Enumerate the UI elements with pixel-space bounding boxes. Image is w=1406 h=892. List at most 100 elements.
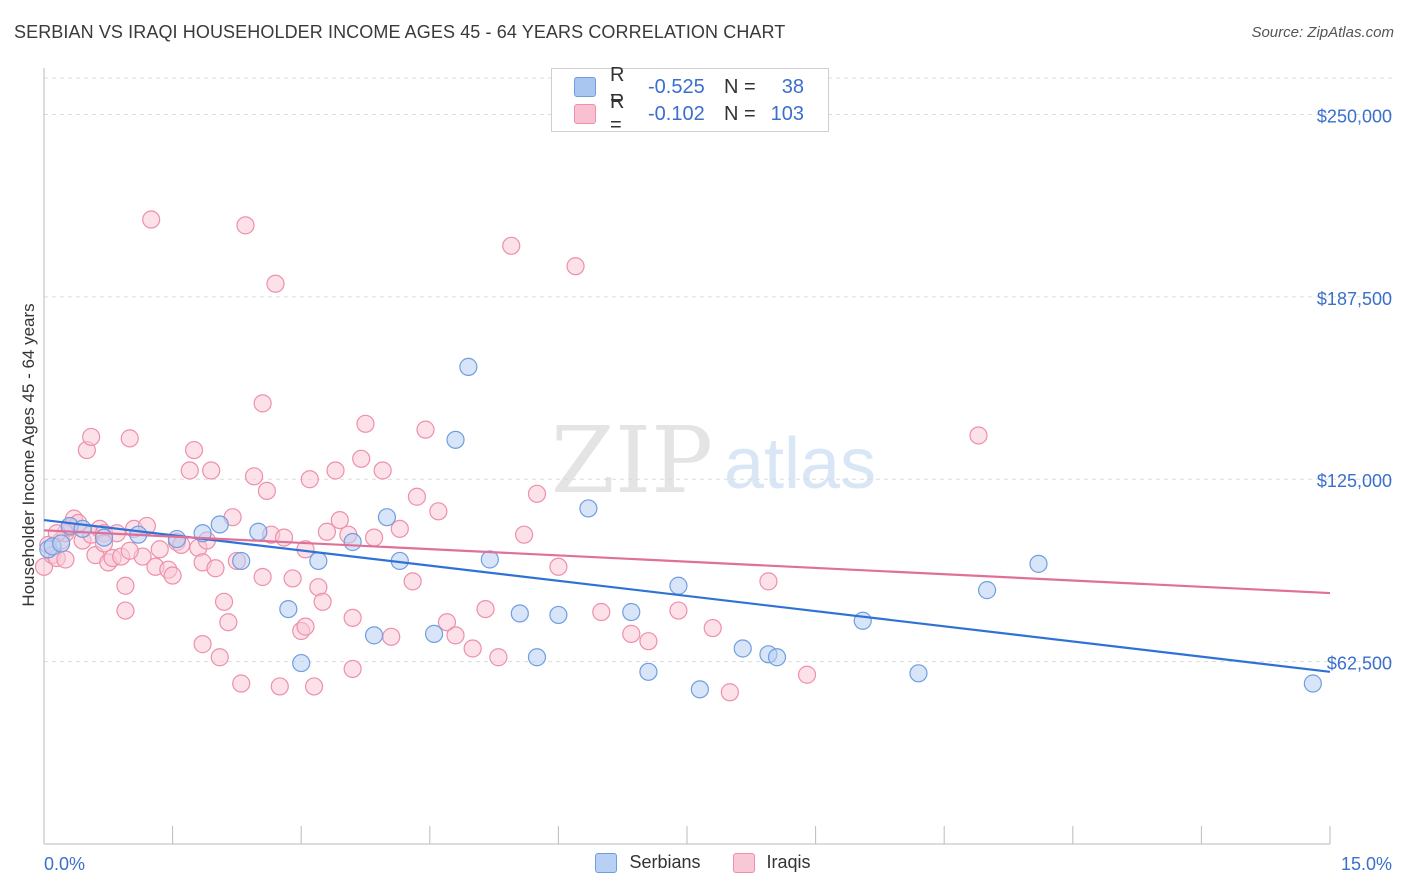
serbian-point: [767, 648, 787, 667]
serbian-point: [210, 515, 229, 534]
legend-r-label: R =: [610, 91, 625, 136]
iraqi-point: [489, 648, 508, 667]
iraqi-point: [463, 639, 482, 658]
grid-lines: [44, 77, 1392, 663]
serbian-point: [669, 576, 688, 595]
iraqi-point: [797, 665, 817, 684]
iraqi-point: [270, 677, 289, 696]
iraqi-point: [343, 659, 362, 679]
iraqi-point: [382, 627, 401, 646]
iraqi-point: [296, 617, 315, 636]
iraqi-point: [120, 429, 139, 448]
iraqi-point: [343, 608, 362, 627]
iraqi-point: [330, 510, 349, 530]
iraqi-point: [313, 592, 332, 611]
serbian-point: [309, 551, 328, 571]
y-tick-label: $187,500: [1317, 289, 1392, 309]
iraqi-point: [202, 461, 221, 480]
legend-swatch-iraqis: [574, 104, 596, 124]
iraqi-point: [502, 236, 521, 255]
iraqi-point: [549, 557, 568, 576]
trend-lines: [43, 518, 1331, 673]
bottom-legend-serbians: Serbians: [595, 852, 701, 873]
serbian-point: [1029, 554, 1048, 573]
iraqi-point: [356, 414, 375, 433]
bottom-legend-iraqis: Iraqis: [732, 852, 811, 873]
iraqi-point: [326, 461, 345, 480]
iraqi-point: [184, 440, 204, 460]
iraqi-point: [720, 683, 739, 702]
iraqi-point: [253, 394, 272, 413]
serbian-points: [39, 357, 1322, 699]
bottom-legend-swatch-iraqis: [732, 852, 755, 873]
serbian-point: [377, 508, 397, 527]
legend-r-value: -0.525: [648, 75, 705, 98]
serbian-point: [549, 605, 568, 625]
serbian-point: [459, 357, 478, 376]
iraqi-point: [969, 426, 988, 445]
iraqi-point: [527, 484, 547, 503]
y-axis-label: Householder Income Ages 45 - 64 years: [19, 303, 38, 606]
bottom-legend-swatch-serbians: [595, 852, 618, 873]
iraqi-point: [622, 624, 641, 643]
legend: R = -0.525 N = 38 R = -0.102 N = 103: [551, 64, 829, 136]
iraqi-point: [759, 572, 778, 591]
watermark-zip: ZIP: [551, 407, 713, 514]
iraqi-point: [317, 522, 337, 541]
iraqi-point: [416, 420, 435, 439]
iraqi-point: [82, 427, 101, 447]
iraqi-point: [403, 572, 422, 591]
bottom-legend: Serbians Iraqis: [0, 852, 1406, 873]
iraqi-point: [219, 613, 238, 632]
legend-row-iraqis: R = -0.102 N = 103: [574, 91, 804, 136]
serbian-point: [343, 532, 362, 552]
iraqi-point: [639, 632, 658, 651]
legend-n-label: N =: [724, 75, 756, 98]
serbian-point: [527, 648, 547, 667]
iraqi-point: [592, 602, 611, 622]
iraqi-point: [437, 613, 457, 632]
legend-n-value: 38: [781, 75, 804, 98]
iraqi-point: [390, 519, 409, 538]
iraqi-point: [266, 274, 285, 293]
iraqi-point: [283, 569, 302, 588]
y-tick-label: $125,000: [1317, 471, 1392, 491]
serbian-point: [977, 581, 997, 600]
iraqi-points: [34, 210, 988, 702]
iraqi-trend-line: [43, 529, 1331, 595]
chart-title: SERBIAN VS IRAQI HOUSEHOLDER INCOME AGES…: [14, 22, 786, 42]
serbian-point: [480, 550, 499, 569]
iraqi-point: [274, 528, 294, 547]
serbian-point: [446, 430, 465, 449]
serbian-point: [690, 680, 709, 699]
bottom-legend-label-serbians: Serbians: [629, 852, 701, 872]
serbian-point: [639, 662, 658, 681]
serbian-point: [579, 499, 598, 518]
iraqi-point: [244, 467, 264, 486]
iraqi-point: [150, 540, 169, 559]
iraqi-point: [566, 257, 585, 276]
iraqi-point: [116, 576, 135, 595]
iraqi-point: [180, 461, 199, 480]
watermark-atlas: atlas: [724, 424, 876, 504]
iraqi-point: [120, 541, 139, 560]
iraqi-point: [373, 461, 392, 480]
serbian-point: [232, 551, 251, 571]
iraqi-point: [116, 601, 135, 620]
serbian-point: [909, 664, 928, 683]
iraqi-point: [236, 216, 255, 235]
iraqi-point: [193, 635, 212, 654]
iraqi-point: [446, 626, 465, 645]
x-tick-labels: 0.0% 15.0%: [44, 854, 1392, 874]
serbian-point: [94, 528, 114, 547]
serbian-point: [733, 639, 752, 658]
iraqi-point: [214, 592, 234, 611]
iraqi-point: [253, 567, 272, 587]
chart-source: Source: ZipAtlas.com: [1251, 24, 1394, 41]
iraqi-point: [476, 599, 495, 619]
serbian-trend-line: [43, 518, 1331, 673]
iraqi-point: [142, 210, 161, 229]
legend-row-serbians: R = -0.525 N = 38: [574, 64, 804, 109]
y-tick-labels: $62,500 $125,000 $187,500 $250,000: [1317, 106, 1392, 673]
